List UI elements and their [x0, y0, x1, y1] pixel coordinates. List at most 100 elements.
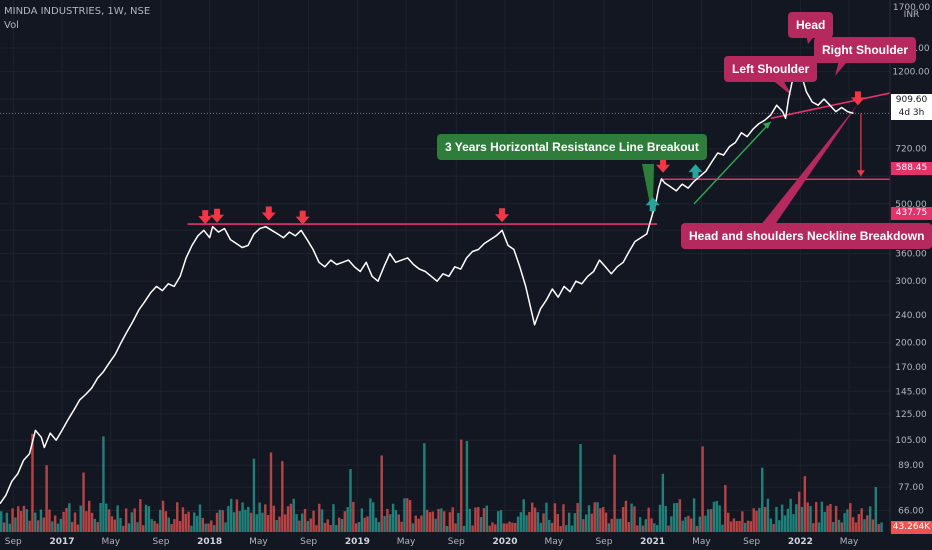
volume-bar: [255, 514, 258, 532]
volume-bar: [485, 505, 488, 532]
price-axis[interactable]: 1400.001200.001000.00720.00500.00420.003…: [889, 0, 932, 550]
volume-bar: [573, 513, 577, 532]
volume-bar: [45, 465, 48, 532]
y-tick-label: 240.00: [895, 311, 927, 321]
volume-bar: [99, 503, 102, 532]
volume-bar: [479, 517, 483, 532]
volume-bar: [644, 519, 648, 532]
volume-bar: [803, 476, 807, 532]
price-line: [0, 64, 854, 505]
volume-bar: [664, 506, 667, 532]
volume-bar: [62, 511, 65, 532]
volume-bar: [8, 523, 11, 532]
volume-bar: [59, 518, 63, 532]
volume-bar: [732, 518, 736, 532]
volume-bar: [758, 507, 761, 532]
volume-bar: [735, 521, 738, 532]
volume-bar: [638, 517, 642, 532]
volume-bar: [207, 523, 210, 532]
volume-bar: [647, 507, 650, 532]
volume-bar: [31, 433, 34, 532]
x-tick-label: May: [397, 537, 416, 547]
volume-bar: [868, 506, 872, 532]
volume-bar: [127, 523, 131, 532]
volume-bar: [809, 506, 812, 532]
volume-last-label: 43.264K: [891, 521, 932, 534]
volume-bar: [315, 525, 318, 532]
volume-bar: [201, 517, 205, 532]
volume-bar: [85, 511, 88, 532]
y-tick-label: 145.00: [895, 387, 927, 397]
x-tick-label: 2017: [49, 537, 74, 547]
y-tick-label: 105.00: [895, 436, 927, 446]
volume-bar: [346, 507, 349, 532]
volume-bar: [431, 511, 435, 532]
volume-bar: [159, 509, 162, 532]
volume-bar: [403, 498, 406, 532]
volume-bar: [673, 503, 676, 532]
volume-bar: [565, 525, 568, 532]
volume-bar: [187, 511, 190, 532]
buy-arrow: [688, 164, 703, 179]
volume-bar: [124, 508, 128, 532]
volume-bar: [411, 523, 415, 532]
volume-bar: [721, 524, 724, 532]
volume-bar: [516, 516, 520, 532]
volume-bar: [113, 519, 116, 532]
volume-bar: [383, 515, 386, 532]
volume-bar: [252, 458, 256, 532]
volume-bar: [264, 504, 267, 532]
volume-bar: [712, 501, 716, 532]
volume-bar: [769, 518, 772, 532]
volume-bar: [607, 523, 611, 532]
volume-bars: [0, 433, 883, 532]
volume-bar: [241, 502, 244, 532]
volume-bar: [88, 500, 91, 532]
volume-bar: [772, 524, 775, 532]
volume-bar: [795, 504, 798, 532]
volume-bar: [528, 512, 531, 532]
volume-bar: [837, 519, 841, 532]
volume-bar: [701, 446, 704, 532]
volume-bar: [843, 513, 846, 532]
volume-bar: [96, 522, 99, 532]
volume-bar: [323, 522, 327, 532]
volume-bar: [667, 525, 670, 532]
bar-countdown-label: 4d 3h: [891, 107, 932, 120]
volume-bar: [215, 512, 219, 532]
x-tick-label: Sep: [595, 537, 612, 547]
volume-bar: [494, 524, 497, 532]
volume-bar: [400, 521, 403, 532]
y-tick-label: 77.00: [898, 483, 924, 493]
volume-bar: [695, 525, 699, 532]
volume-bar: [596, 502, 599, 532]
volume-bar: [849, 503, 852, 532]
volume-bar: [235, 499, 239, 532]
volume-bar: [210, 520, 213, 532]
volume-bar: [281, 461, 284, 532]
volume-bar: [357, 521, 361, 532]
sell-arrow: [295, 210, 310, 225]
time-axis[interactable]: Sep 2017 May Sep 2018 May Sep 2019 May Sep 2020 May…: [5, 537, 859, 547]
volume-bar: [360, 508, 364, 532]
volume-bar: [218, 509, 222, 532]
volume-bar: [238, 511, 241, 532]
volume-bar: [823, 511, 826, 532]
volume-bar: [658, 504, 662, 532]
volume-bar: [19, 511, 23, 532]
volume-bar: [269, 452, 273, 532]
volume-bar: [641, 525, 645, 532]
volume-bar: [36, 520, 40, 532]
volume-bar: [709, 509, 713, 532]
current-price-label: 909.60: [891, 94, 932, 107]
volume-bar: [468, 508, 471, 532]
volume-bar: [329, 525, 332, 532]
volume-bar: [17, 506, 20, 532]
volume-bar: [570, 525, 574, 532]
y-tick-label: 1200.00: [892, 67, 929, 77]
volume-bar: [687, 515, 690, 532]
buy-arrow: [645, 197, 660, 212]
volume-bar: [633, 506, 636, 532]
volume-bar: [340, 519, 344, 532]
